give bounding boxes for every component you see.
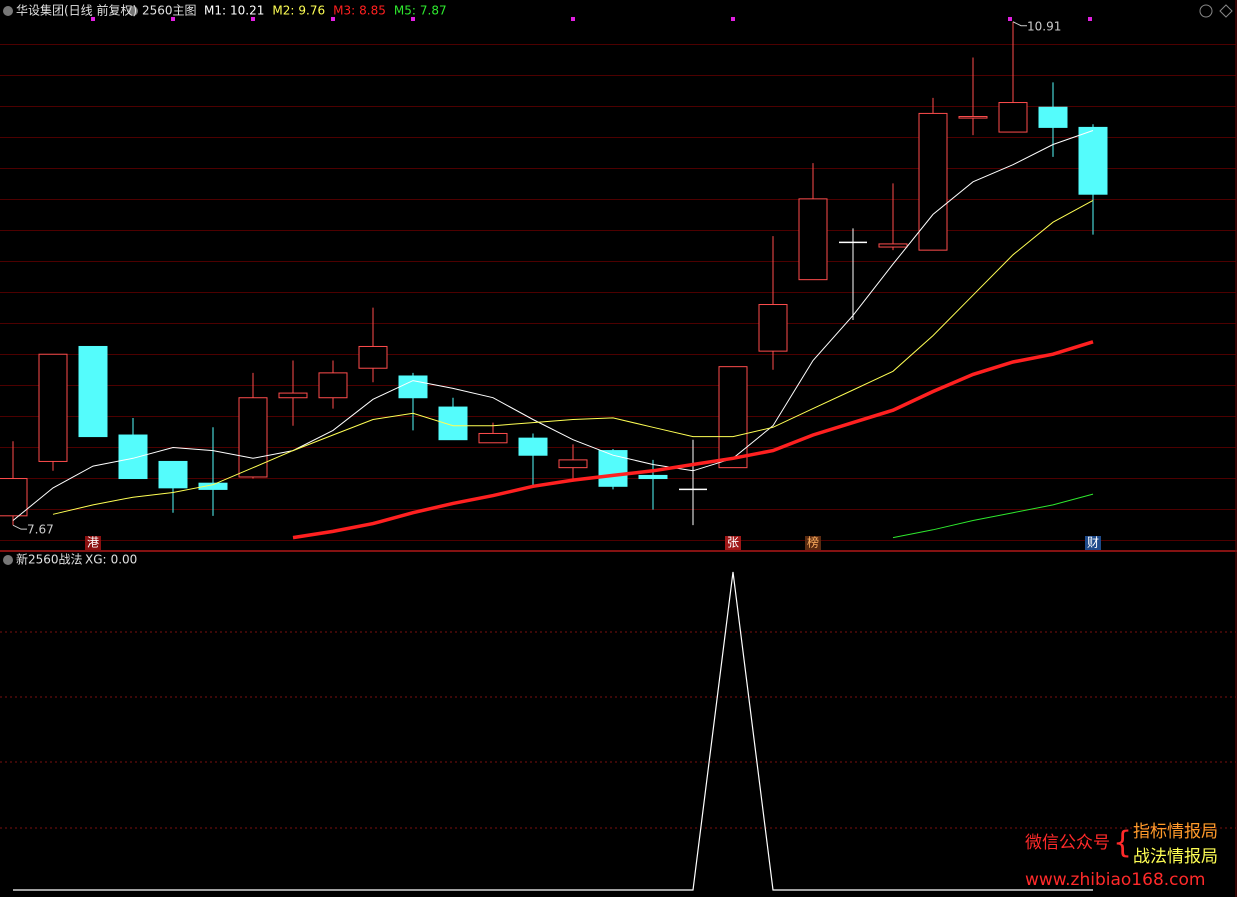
indicator-menu[interactable]: [128, 6, 138, 16]
candle-body: [718, 366, 748, 469]
legend-value: 8.85: [359, 4, 386, 18]
marker-bg: [85, 536, 101, 550]
legend-name: M3:: [333, 4, 355, 18]
watermark-brace: {: [1113, 826, 1132, 861]
pane-menu[interactable]: [3, 6, 13, 16]
indicator-title: 新2560战法: [16, 552, 83, 567]
watermark-account: 微信公众号: [1025, 833, 1110, 853]
candle-body: [878, 243, 908, 248]
candle-body: [758, 304, 788, 352]
candle-body: [598, 450, 628, 487]
candle-body: [1038, 106, 1068, 128]
event-marker: 港: [87, 536, 99, 550]
watermark-line: 战法情报局: [1133, 847, 1218, 867]
indicator-menu[interactable]: [3, 555, 13, 565]
legend-value: 9.76: [298, 4, 325, 18]
annotation-arrow: [1012, 21, 1027, 27]
ma-line: [12, 130, 1094, 521]
legend-name: XG:: [85, 553, 107, 567]
candle-body: [0, 478, 28, 517]
candle-body: [158, 460, 188, 489]
candle-body: [558, 459, 588, 469]
watermark-url: www.zhibiao168.com: [1025, 870, 1205, 890]
ma-line: [52, 199, 1094, 515]
legend-name: M5:: [394, 4, 416, 18]
marker-bg: [1085, 536, 1101, 550]
candle-body: [278, 392, 308, 399]
legend-value: 7.87: [420, 4, 447, 18]
legend-name: M1:: [204, 4, 226, 18]
candle-body: [78, 345, 108, 438]
event-marker: 张: [727, 536, 739, 550]
stock-title: 华设集团(日线 前复权): [16, 3, 137, 18]
candle-body: [798, 198, 828, 281]
candle-body: [358, 345, 388, 369]
indicator-line: [13, 571, 1093, 891]
indicator-title: 2560主图: [142, 4, 197, 18]
watermark-line: 指标情报局: [1133, 822, 1218, 842]
candle-body: [998, 102, 1028, 133]
candle-body: [118, 434, 148, 480]
candle-body: [398, 375, 428, 399]
legend-name: M2:: [272, 4, 294, 18]
lower-grid: [0, 631, 1236, 829]
candle-body: [518, 437, 548, 456]
candle-body: [238, 397, 268, 478]
event-marker: 榜: [807, 535, 819, 550]
low-annotation: 7.67: [27, 523, 54, 537]
candle-body: [1078, 126, 1108, 195]
high-annotation: 10.91: [1027, 19, 1061, 33]
candle-body: [318, 372, 348, 399]
signal-dots: [91, 17, 1092, 21]
candle-body: [438, 406, 468, 441]
candle-body: [638, 474, 668, 480]
candle-body: [918, 112, 948, 251]
candle-body: [198, 482, 228, 490]
marker-bg: [805, 536, 821, 550]
marker-bg: [725, 536, 741, 550]
candle-body: [38, 353, 68, 462]
candle-body: [958, 116, 988, 119]
legend-value: 0.00: [111, 553, 138, 567]
window-icons[interactable]: [1199, 4, 1233, 18]
event-marker: 财: [1087, 536, 1099, 550]
ma-line: [292, 340, 1094, 540]
candle-body: [478, 432, 508, 444]
annotation-arrow: [12, 524, 27, 530]
legend-value: 10.21: [230, 4, 264, 18]
ma-line: [892, 493, 1094, 539]
